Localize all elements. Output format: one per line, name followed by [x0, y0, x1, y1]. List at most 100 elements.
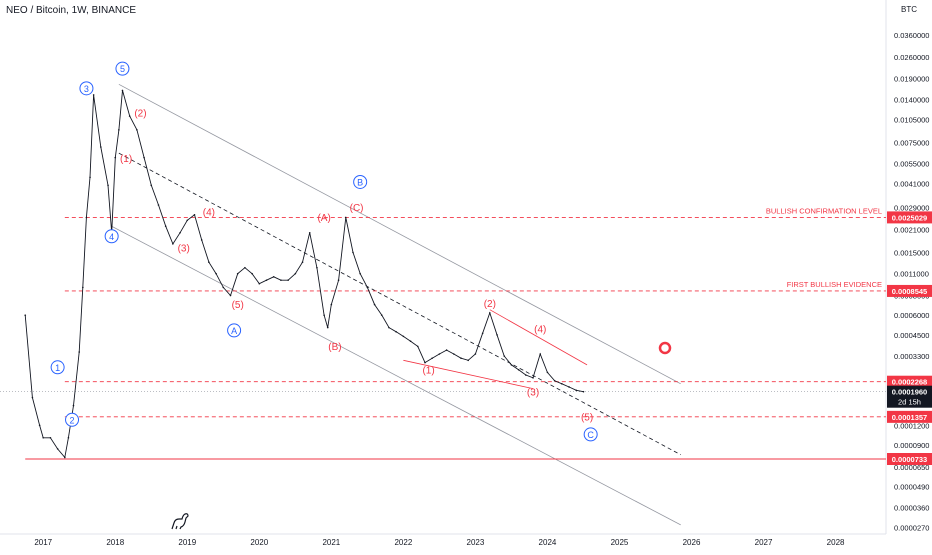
price-point — [215, 272, 217, 275]
time-tick-label: 2024 — [539, 538, 557, 547]
time-tick-label: 2028 — [827, 538, 845, 547]
price-level-label: BULLISH CONFIRMATION LEVEL — [766, 206, 882, 215]
time-axis[interactable]: 2017 2018 2019 2020 2021 2022 2023 2024 2025 2026… — [34, 538, 845, 547]
time-tick-label: 2021 — [322, 538, 340, 547]
price-point — [121, 89, 124, 92]
price-point — [568, 386, 570, 388]
price-tick-label: 0.0000270 — [894, 523, 929, 532]
wave-label: (B) — [328, 342, 341, 353]
wave-label: 5 — [120, 64, 125, 74]
price-point — [424, 361, 426, 364]
price-point — [67, 436, 70, 439]
price-point — [503, 355, 506, 357]
price-point — [251, 272, 253, 275]
wave-label: (5) — [581, 413, 593, 424]
price-point — [409, 340, 412, 342]
price-tick-label: 0.0000650 — [894, 463, 929, 472]
price-point — [164, 225, 167, 228]
price-point — [157, 204, 160, 206]
wave-trendline-upper — [489, 309, 588, 366]
price-point — [24, 314, 27, 316]
price-point — [330, 303, 333, 306]
price-point — [453, 353, 455, 355]
price-tick-label: 0.0000490 — [894, 483, 929, 492]
time-tick-label: 2022 — [394, 538, 412, 547]
price-point — [445, 349, 448, 351]
price-tick-label: 0.0029000 — [894, 203, 929, 212]
price-tick-label: 0.0011000 — [894, 270, 929, 279]
price-point — [56, 448, 59, 450]
price-point — [172, 243, 174, 245]
price-tick-label: 0.0021000 — [894, 225, 929, 234]
price-point — [366, 286, 369, 289]
time-tick-label: 2025 — [611, 538, 629, 547]
wave-label: (C) — [350, 203, 364, 214]
wave-label: 4 — [109, 232, 114, 242]
price-point — [438, 353, 441, 355]
price-point — [395, 331, 397, 333]
time-tick-label: 2020 — [250, 538, 268, 547]
price-point — [517, 368, 520, 371]
wave-label-circle — [583, 427, 598, 442]
wave-label: (3) — [527, 388, 539, 399]
price-tick-label: 0.0260000 — [894, 53, 929, 62]
level-price-tag — [887, 284, 932, 297]
price-point — [229, 294, 232, 297]
price-point — [553, 379, 556, 382]
price-point — [143, 156, 145, 159]
price-point — [89, 176, 91, 179]
price-point — [323, 314, 325, 316]
price-point — [272, 276, 275, 278]
price-point — [179, 231, 181, 234]
channel-mid-line — [118, 152, 681, 456]
price-point — [31, 396, 34, 399]
price-tick-label: 0.0000900 — [894, 441, 929, 450]
wave-label: 1 — [55, 363, 60, 373]
wave-label: (3) — [178, 244, 190, 255]
price-point — [308, 231, 311, 234]
price-tick-label: 0.0041000 — [894, 180, 929, 189]
wave-label: C — [587, 430, 594, 440]
price-point — [575, 389, 578, 392]
price-tick-label: 0.0075000 — [894, 138, 929, 147]
wave-label: (4) — [203, 208, 215, 219]
price-point — [193, 213, 196, 216]
level-price-tag-text: 0.0025029 — [892, 213, 927, 222]
price-point — [373, 303, 376, 306]
price-point — [539, 353, 542, 355]
price-axis[interactable]: BTC 0.0360000 0.0260000 0.0190000 0.0140000 0… — [894, 5, 929, 532]
price-point — [489, 312, 491, 314]
last-price-countdown: 2d 15h — [898, 398, 921, 407]
trend-channel — [111, 83, 681, 526]
price-point — [265, 279, 268, 281]
price-point — [136, 129, 138, 131]
price-point — [85, 216, 88, 219]
price-point — [460, 357, 462, 359]
price-point — [258, 282, 261, 285]
price-point — [294, 272, 297, 275]
price-point — [352, 251, 354, 254]
wave-trendline-lower — [403, 359, 534, 390]
price-point — [208, 261, 210, 264]
price-point — [244, 266, 246, 269]
price-point — [561, 382, 563, 385]
price-point — [42, 436, 45, 439]
price-point — [82, 286, 84, 289]
level-price-tag — [887, 375, 932, 388]
price-point — [525, 374, 527, 376]
price-point — [380, 314, 383, 316]
price-point — [114, 156, 117, 159]
price-point — [388, 326, 390, 329]
wave-label: (1) — [120, 154, 132, 165]
price-tick-label: 0.0004500 — [894, 331, 929, 340]
price-tick-label: 0.0360000 — [894, 31, 929, 40]
price-point — [49, 436, 52, 439]
price-point — [72, 404, 75, 407]
logo-outline — [171, 513, 189, 530]
tradingview-logo-icon[interactable] — [171, 513, 189, 530]
price-level-label: FIRST BULLISH EVIDENCE — [787, 280, 882, 289]
level-price-tag-text: 0.0000733 — [892, 455, 927, 464]
price-point — [316, 266, 318, 269]
elliott-wave-labels: 1 2 3 4 5 A B C (1) (2) (3) (4) (5) (A) (B) (C) (1) (2) (3… — [50, 61, 598, 442]
